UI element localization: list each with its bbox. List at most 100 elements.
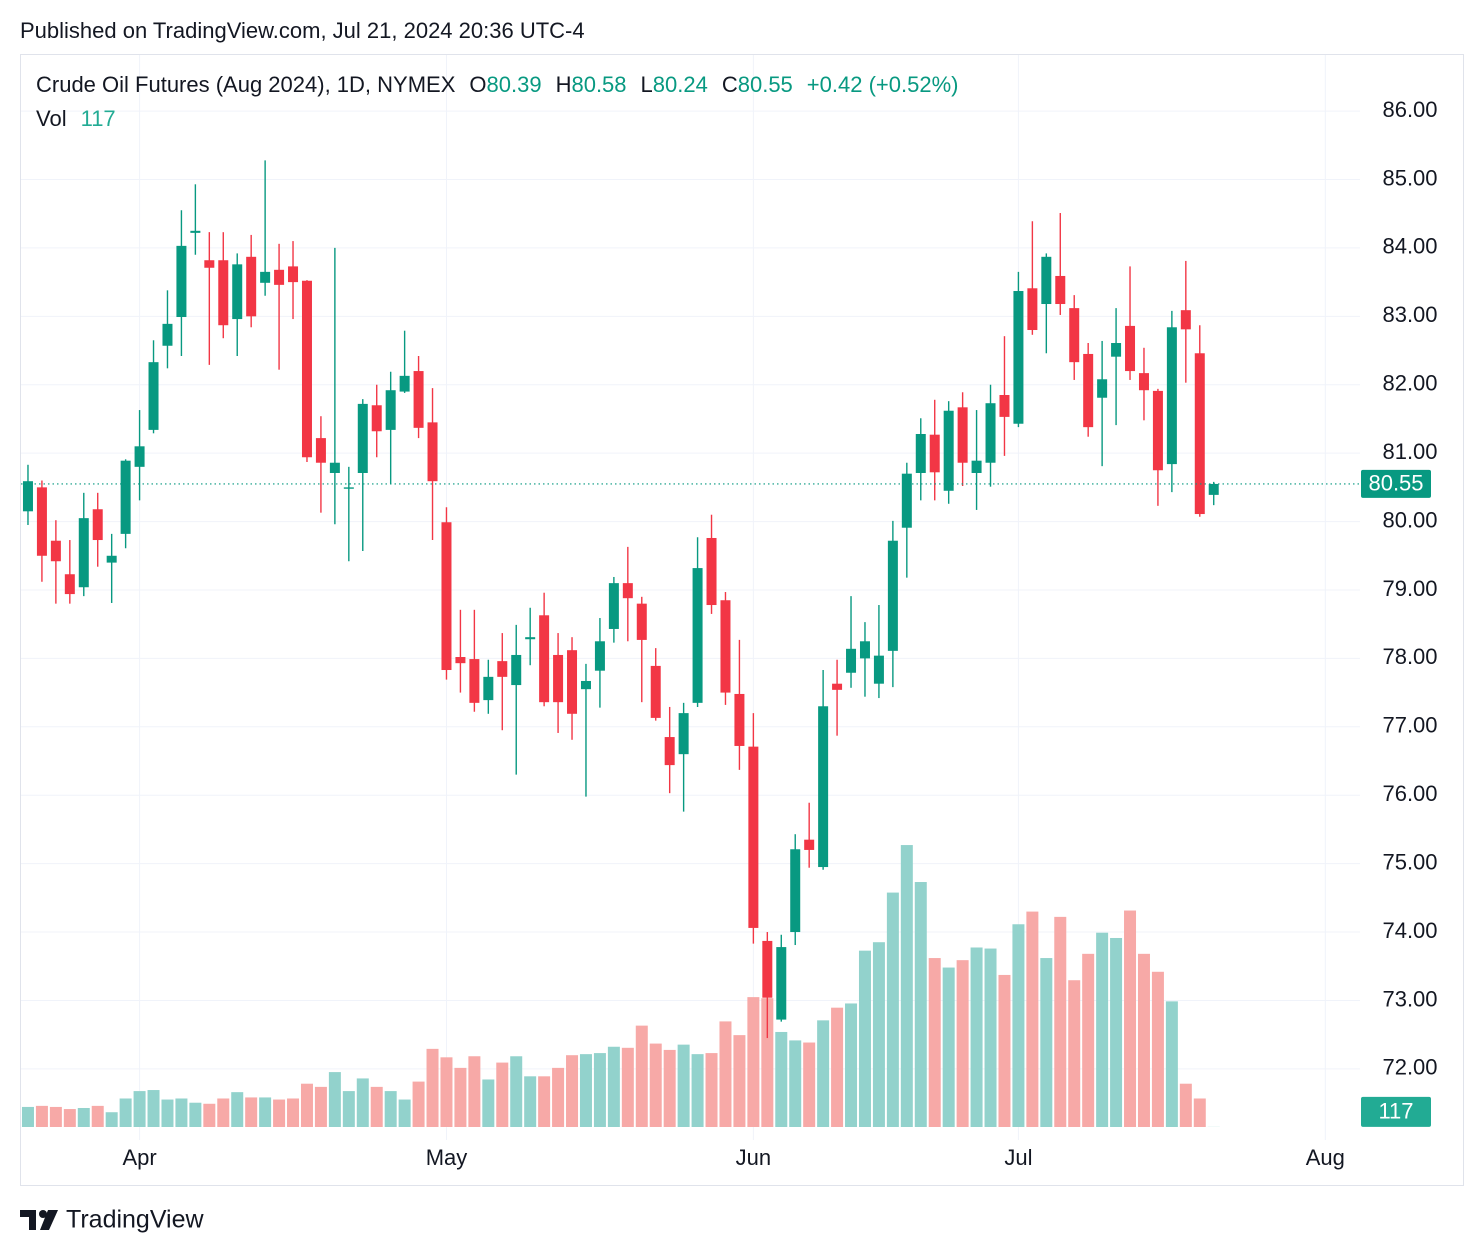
volume-bar bbox=[538, 1076, 551, 1127]
volume-bar bbox=[677, 1044, 690, 1127]
volume-bar bbox=[412, 1081, 425, 1127]
volume-bar bbox=[510, 1056, 523, 1127]
volume-bar bbox=[161, 1099, 174, 1127]
candle-body bbox=[1152, 390, 1163, 471]
candle-body bbox=[999, 395, 1010, 417]
volume-bar bbox=[1068, 980, 1081, 1127]
candles bbox=[22, 160, 1219, 1039]
candle-body bbox=[818, 706, 829, 868]
candle-body bbox=[678, 713, 689, 755]
candle-body bbox=[413, 371, 424, 428]
volume-bar bbox=[398, 1099, 411, 1127]
y-tick-label: 79.00 bbox=[1382, 576, 1437, 601]
volume-bar bbox=[21, 1106, 34, 1127]
x-tick-label: Jun bbox=[736, 1145, 771, 1170]
candle-body bbox=[957, 407, 968, 463]
volume-bar bbox=[35, 1105, 48, 1127]
volume-bar bbox=[203, 1103, 216, 1127]
candle-body bbox=[622, 583, 633, 599]
candle-body bbox=[301, 280, 312, 458]
volume-bar bbox=[607, 1046, 620, 1127]
logo-mark bbox=[39, 1210, 47, 1218]
candle-body bbox=[246, 256, 257, 317]
volume-bar bbox=[1124, 910, 1137, 1127]
candle-body bbox=[371, 405, 382, 432]
candle-body bbox=[539, 615, 550, 703]
candle-body bbox=[1055, 275, 1066, 305]
chart-frame bbox=[20, 54, 1464, 1186]
volume-bar bbox=[175, 1098, 188, 1127]
candle-body bbox=[343, 487, 354, 489]
candle-body bbox=[594, 641, 605, 671]
candle-body bbox=[1138, 373, 1149, 391]
volume-bar bbox=[649, 1043, 662, 1127]
candle-body bbox=[497, 661, 508, 677]
candle-body bbox=[971, 460, 982, 473]
volume-bar bbox=[287, 1098, 300, 1127]
y-tick-label: 82.00 bbox=[1382, 371, 1437, 396]
volume-legend: Vol 117 bbox=[36, 106, 116, 131]
volume-bar bbox=[245, 1097, 258, 1127]
volume-bar bbox=[496, 1062, 509, 1127]
candle-body bbox=[650, 665, 661, 718]
candle-body bbox=[873, 655, 884, 684]
volume-bar bbox=[872, 942, 885, 1127]
symbol-title: Crude Oil Futures (Aug 2024), 1D, NYMEX bbox=[36, 72, 456, 97]
volume-bar bbox=[733, 1035, 746, 1127]
candle-body bbox=[832, 683, 843, 690]
volume-bar bbox=[1151, 971, 1164, 1127]
volume-bar bbox=[231, 1092, 244, 1127]
candle-body bbox=[1166, 327, 1177, 465]
candle-body bbox=[608, 583, 619, 629]
candle-body bbox=[469, 659, 480, 703]
volume-bar bbox=[1040, 958, 1053, 1127]
volume-bar bbox=[91, 1105, 104, 1127]
candle-body bbox=[734, 693, 745, 746]
x-tick-label: Apr bbox=[122, 1145, 156, 1170]
volume-bar bbox=[747, 997, 760, 1127]
candle-body bbox=[580, 680, 591, 690]
volume-bar bbox=[468, 1056, 481, 1127]
volume-bar bbox=[133, 1091, 146, 1127]
candle-body bbox=[790, 849, 801, 933]
volume-bar bbox=[300, 1083, 313, 1127]
candle-body bbox=[232, 264, 243, 320]
ohlc-value: 80.24 bbox=[653, 72, 708, 97]
candle-body bbox=[22, 481, 33, 512]
volume-bar bbox=[803, 1042, 816, 1127]
candle-body bbox=[887, 540, 898, 651]
candle-body bbox=[1111, 343, 1122, 357]
candle-body bbox=[748, 746, 759, 928]
candle-body bbox=[288, 266, 299, 283]
candle-body bbox=[315, 438, 326, 463]
volume-bar bbox=[1179, 1083, 1192, 1127]
volume-bar bbox=[426, 1048, 439, 1127]
volume-bar bbox=[566, 1055, 579, 1127]
published-note: Published on TradingView.com, Jul 21, 20… bbox=[20, 18, 585, 43]
logo-mark bbox=[40, 1210, 58, 1230]
axes: 72.00 73.00 74.00 75.00 76.00 77.00 78.00 79.00… bbox=[21, 97, 1438, 1170]
candle-body bbox=[204, 260, 215, 268]
volume-bar bbox=[886, 892, 899, 1127]
volume-bar bbox=[147, 1090, 160, 1127]
volume-bar bbox=[49, 1106, 62, 1127]
grid bbox=[21, 55, 1360, 1140]
x-tick-label: May bbox=[426, 1145, 468, 1170]
candle-body bbox=[399, 375, 410, 392]
y-tick-label: 78.00 bbox=[1382, 644, 1437, 669]
candle-body bbox=[106, 555, 117, 563]
x-tick-label: Aug bbox=[1306, 1145, 1345, 1170]
y-tick-label: 85.00 bbox=[1382, 165, 1437, 190]
volume-bar bbox=[817, 1020, 830, 1127]
legend-header: Crude Oil Futures (Aug 2024), 1D, NYMEX O… bbox=[36, 72, 958, 97]
volume-value: 117 bbox=[81, 106, 116, 131]
candle-body bbox=[901, 473, 912, 528]
price-change: +0.42 (+0.52%) bbox=[807, 72, 959, 97]
volume-bar bbox=[77, 1107, 90, 1127]
volume-bar bbox=[705, 1053, 718, 1127]
candle-body bbox=[664, 737, 675, 766]
candle-body bbox=[78, 518, 89, 588]
candle-body bbox=[1208, 483, 1219, 495]
volume-bar bbox=[621, 1047, 634, 1127]
volume-bar bbox=[1012, 924, 1025, 1127]
